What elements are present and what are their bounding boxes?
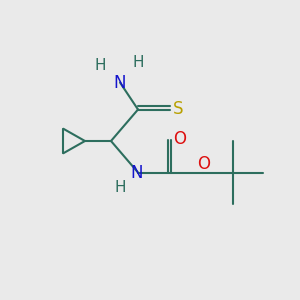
Text: H: H	[132, 55, 144, 70]
Text: H: H	[114, 180, 126, 195]
Text: S: S	[173, 100, 183, 118]
Text: O: O	[197, 155, 211, 173]
Text: N: N	[114, 74, 126, 92]
Text: N: N	[130, 164, 143, 181]
Text: O: O	[173, 130, 186, 148]
Text: H: H	[95, 58, 106, 73]
